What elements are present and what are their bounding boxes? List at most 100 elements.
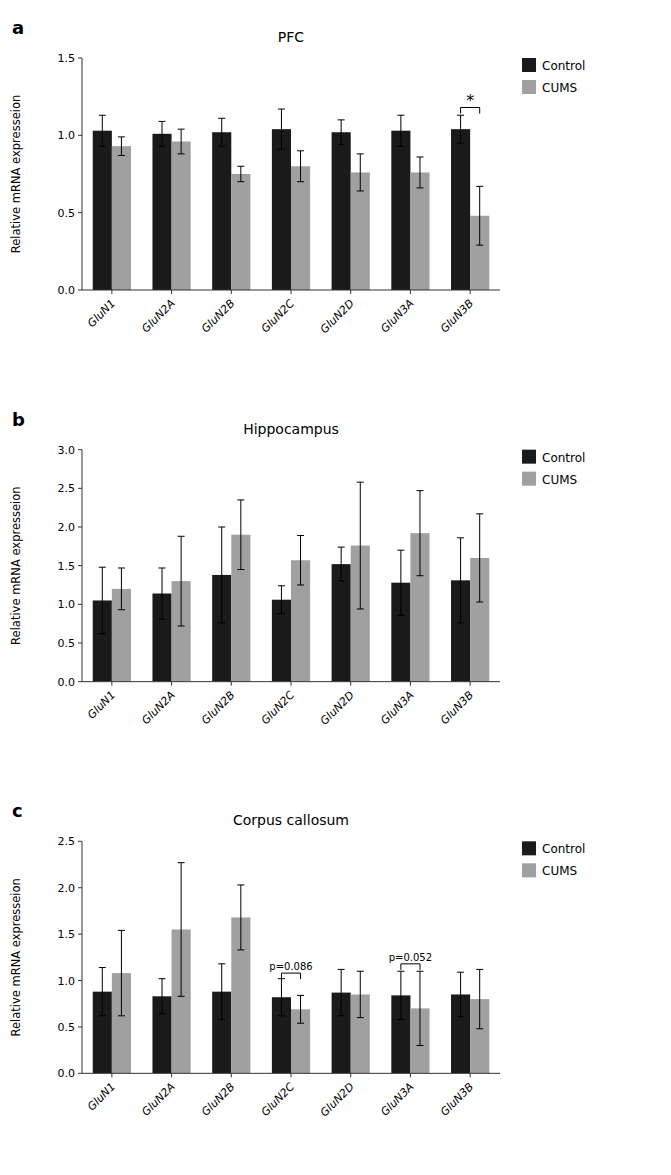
error-stem xyxy=(341,547,342,581)
error-bar xyxy=(99,968,106,1016)
error-cap xyxy=(416,575,423,576)
error-cap xyxy=(237,166,244,167)
bar xyxy=(172,142,191,290)
error-bar xyxy=(338,120,345,145)
x-tick xyxy=(111,1073,112,1077)
error-cap xyxy=(297,150,304,151)
y-tick-label: 1.5 xyxy=(58,560,76,573)
legend-swatch xyxy=(522,472,536,486)
bar xyxy=(332,564,351,682)
x-tick-label: GluN3B xyxy=(438,689,476,727)
bar xyxy=(112,146,131,290)
y-tick-label: 3.0 xyxy=(58,444,76,457)
error-cap xyxy=(338,144,345,145)
error-stem xyxy=(281,109,282,149)
error-bar xyxy=(416,491,423,576)
error-cap xyxy=(278,613,285,614)
error-bar xyxy=(118,137,125,156)
error-cap xyxy=(178,153,185,154)
error-stem xyxy=(102,567,103,634)
error-cap xyxy=(99,146,106,147)
significance-bracket xyxy=(401,964,420,970)
y-tick-label: 2.5 xyxy=(58,835,76,848)
error-bar xyxy=(218,118,225,146)
error-bar xyxy=(118,568,125,610)
error-cap xyxy=(476,1028,483,1029)
x-tick xyxy=(171,682,172,686)
y-tick-label: 2.5 xyxy=(58,482,76,495)
error-cap xyxy=(457,143,464,144)
y-tick xyxy=(78,980,82,981)
bar xyxy=(332,132,351,290)
error-stem xyxy=(181,863,182,997)
annotation: p=0.052 xyxy=(389,952,432,963)
bar xyxy=(391,131,410,290)
error-cap xyxy=(237,569,244,570)
error-cap xyxy=(118,609,125,610)
error-cap xyxy=(118,136,125,137)
error-stem xyxy=(240,885,241,950)
error-cap xyxy=(457,622,464,623)
x-tick-label: GluN2A xyxy=(139,297,177,335)
error-bar xyxy=(357,971,364,1017)
panel-label: b xyxy=(12,409,25,430)
error-cap xyxy=(397,615,404,616)
error-cap xyxy=(159,619,166,620)
error-cap xyxy=(118,1015,125,1016)
legend-swatch xyxy=(522,450,536,464)
legend: ControlCUMS xyxy=(522,58,585,95)
x-tick-label: GluN3A xyxy=(378,689,416,727)
error-cap xyxy=(159,121,166,122)
error-stem xyxy=(341,120,342,145)
x-tick-label: GluN2B xyxy=(199,297,237,335)
plot-area xyxy=(93,482,490,682)
annotation: p=0.086 xyxy=(269,961,312,972)
error-bar xyxy=(357,154,364,191)
error-cap xyxy=(178,862,185,863)
error-bar xyxy=(159,568,166,619)
error-bar xyxy=(476,186,483,245)
legend-label: Control xyxy=(542,59,585,73)
error-bar xyxy=(397,971,404,1019)
error-cap xyxy=(457,537,464,538)
y-axis xyxy=(82,58,83,290)
error-bar xyxy=(218,964,225,1020)
error-cap xyxy=(159,1013,166,1014)
x-tick xyxy=(470,682,471,686)
error-cap xyxy=(297,585,304,586)
error-cap xyxy=(457,115,464,116)
error-stem xyxy=(400,115,401,146)
y-tick-label: 1.0 xyxy=(58,598,76,611)
title: Corpus callosum xyxy=(233,812,349,828)
x-tick xyxy=(350,682,351,686)
error-cap xyxy=(118,567,125,568)
error-cap xyxy=(237,949,244,950)
error-bar xyxy=(118,930,125,1015)
y-tick xyxy=(78,488,82,489)
error-cap xyxy=(99,633,106,634)
title: Hippocampus xyxy=(243,421,339,437)
error-stem xyxy=(300,995,301,1023)
y-tick-label: 2.0 xyxy=(58,882,76,895)
error-cap xyxy=(218,963,225,964)
error-cap xyxy=(297,535,304,536)
error-bar xyxy=(237,500,244,570)
error-stem xyxy=(240,500,241,570)
x-tick xyxy=(111,682,112,686)
y-tick xyxy=(78,449,82,450)
error-cap xyxy=(357,971,364,972)
error-cap xyxy=(178,625,185,626)
error-cap xyxy=(218,1019,225,1020)
x-tick xyxy=(410,682,411,686)
x-tick-label: GluN1 xyxy=(85,1080,118,1113)
x-tick xyxy=(291,290,292,294)
error-cap xyxy=(278,1015,285,1016)
bar xyxy=(152,134,171,290)
error-bar xyxy=(159,121,166,146)
y-tick xyxy=(78,1073,82,1074)
y-tick-label: 1.5 xyxy=(58,52,76,65)
error-stem xyxy=(162,979,163,1014)
legend-swatch xyxy=(522,58,536,72)
y-tick xyxy=(78,527,82,528)
y-tick xyxy=(78,58,82,59)
